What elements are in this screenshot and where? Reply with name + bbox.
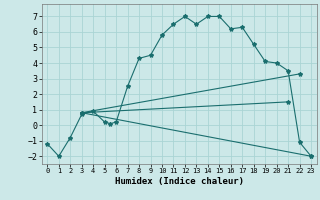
X-axis label: Humidex (Indice chaleur): Humidex (Indice chaleur) bbox=[115, 177, 244, 186]
